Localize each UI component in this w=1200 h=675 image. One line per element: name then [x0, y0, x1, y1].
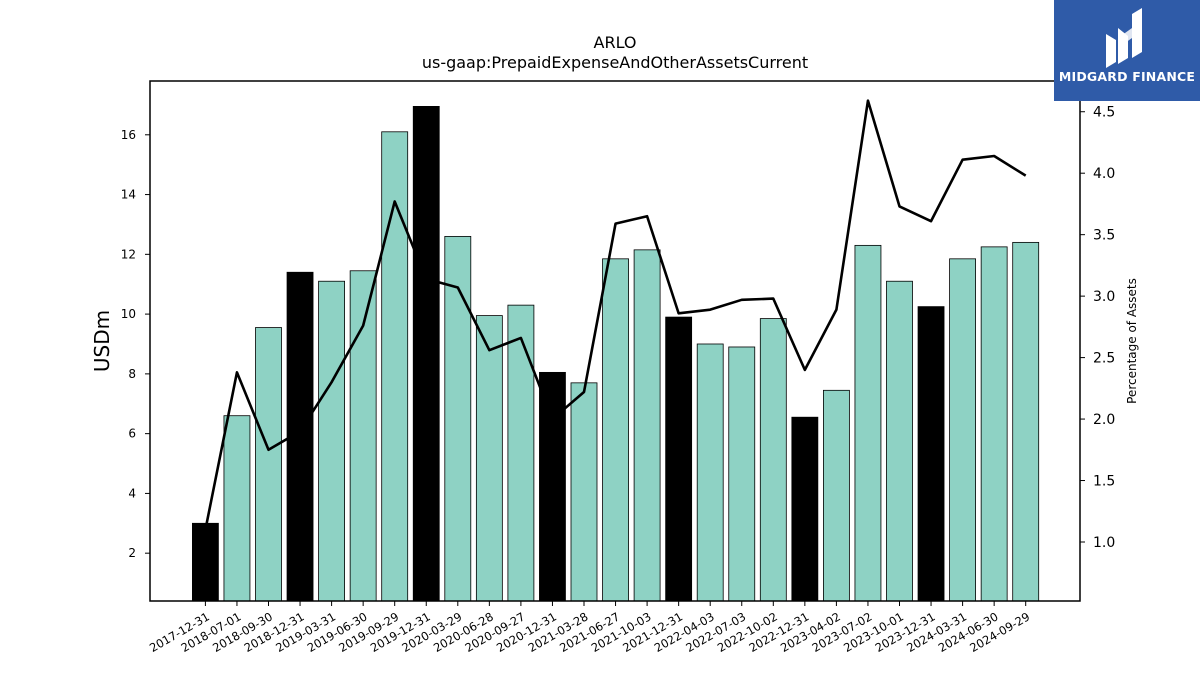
bar-2017-12-31 — [191, 522, 219, 602]
chart-title: ARLO — [594, 33, 637, 52]
y2-tick-label: 4.0 — [1093, 166, 1115, 182]
line-layer — [204, 99, 1027, 530]
y-axis-label: USDm — [90, 310, 114, 372]
bar-2023-12-31 — [917, 306, 945, 602]
plot-frame — [149, 80, 1081, 602]
y-tick-label: 10 — [121, 307, 136, 321]
bar-2019-03-31 — [318, 280, 346, 602]
midgard-logo-icon — [1106, 8, 1142, 68]
bar-2022-10-02 — [759, 318, 787, 602]
bars-layer — [191, 106, 1040, 602]
bar-2022-12-31 — [791, 416, 819, 602]
bar-2020-12-31 — [539, 371, 566, 602]
bar-2023-04-02 — [823, 389, 850, 602]
logo-text: MIDGARD FINANCE — [1058, 69, 1196, 84]
bar-2019-12-31 — [412, 106, 440, 602]
bar-2019-09-29 — [381, 131, 409, 602]
bar-2019-06-30 — [349, 270, 377, 602]
y2-axis-label: Percentage of Assets — [1125, 278, 1139, 404]
bar-2021-10-03 — [633, 249, 661, 602]
percentage-line — [204, 99, 1027, 530]
y2-tick-label: 2.0 — [1093, 412, 1115, 428]
bar-2023-07-02 — [854, 244, 882, 602]
bar-2020-03-29 — [444, 235, 472, 602]
bar-2022-07-03 — [728, 346, 756, 602]
y-tick-label: 12 — [121, 247, 136, 261]
bar-2022-04-03 — [696, 343, 724, 602]
y-tick-label: 6 — [128, 427, 136, 441]
bar-2018-09-30 — [255, 327, 282, 602]
bar-2024-03-31 — [949, 258, 976, 602]
y2-tick-label: 1.5 — [1093, 474, 1115, 490]
y-tick-label: 14 — [121, 188, 136, 202]
y-tick-label: 8 — [128, 367, 136, 381]
bar-2021-12-31 — [665, 316, 693, 602]
bar-2018-07-01 — [223, 415, 251, 602]
y2-tick-label: 3.0 — [1093, 289, 1115, 305]
y2-tick-label: 3.5 — [1093, 228, 1115, 244]
bar-2023-10-01 — [886, 280, 913, 602]
y-tick-label: 2 — [128, 546, 136, 560]
chart-subtitle: us-gaap:PrepaidExpenseAndOtherAssetsCurr… — [422, 53, 808, 72]
bar-2020-09-27 — [507, 304, 535, 602]
bar-2021-06-27 — [602, 258, 629, 602]
bar-2024-09-29 — [1012, 241, 1040, 602]
y2-tick-label: 1.0 — [1093, 535, 1115, 551]
y-tick-label: 4 — [128, 486, 136, 500]
y2-tick-label: 2.5 — [1093, 351, 1115, 367]
bar-2020-06-28 — [475, 315, 503, 602]
bar-2021-03-28 — [570, 382, 598, 602]
y2-tick-label: 4.5 — [1093, 105, 1115, 121]
y-tick-label: 16 — [121, 128, 136, 142]
midgard-finance-logo: MIDGARD FINANCE — [1054, 0, 1200, 101]
bar-2024-06-30 — [980, 246, 1008, 602]
